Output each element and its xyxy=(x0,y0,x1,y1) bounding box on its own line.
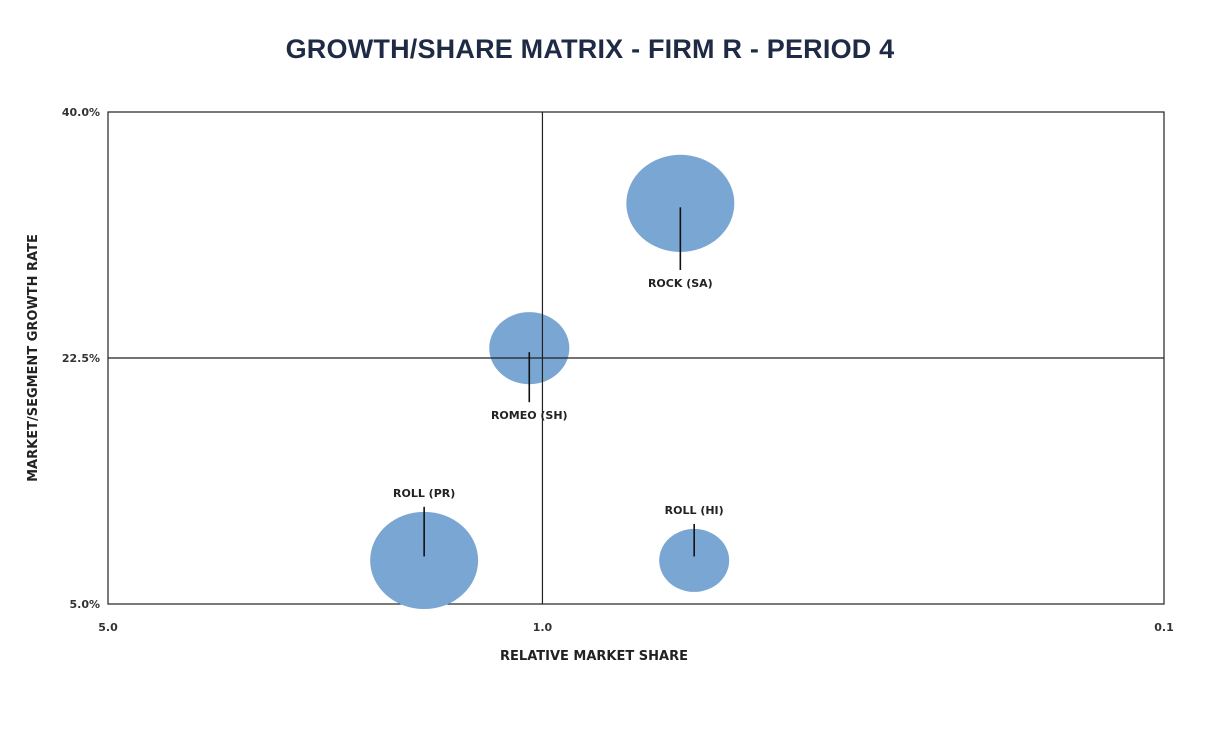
y-tick-label-0: 5.0% xyxy=(69,598,100,611)
chart-title: GROWTH/SHARE MATRIX - FIRM R - PERIOD 4 xyxy=(285,34,895,64)
bubble-3 xyxy=(659,528,730,592)
x-tick-label-0: 5.0 xyxy=(98,621,118,634)
bubble-label-0: ROCK (SA) xyxy=(648,277,713,290)
bubble-label-3: ROLL (HI) xyxy=(665,504,724,517)
x-tick-label-2: 0.1 xyxy=(1154,621,1174,634)
y-tick-label-2: 40.0% xyxy=(62,106,100,119)
bubble-0 xyxy=(626,154,735,252)
x-tick-label-1: 1.0 xyxy=(533,621,553,634)
bubble-label-1: ROMEO (SH) xyxy=(491,409,568,422)
bubble-label-2: ROLL (PR) xyxy=(393,487,455,500)
bubble-1 xyxy=(489,312,570,385)
bubble-2 xyxy=(370,511,479,610)
x-axis-label: RELATIVE MARKET SHARE xyxy=(500,649,688,664)
y-tick-label-1: 22.5% xyxy=(62,352,100,365)
y-axis-label: MARKET/SEGMENT GROWTH RATE xyxy=(26,234,41,482)
